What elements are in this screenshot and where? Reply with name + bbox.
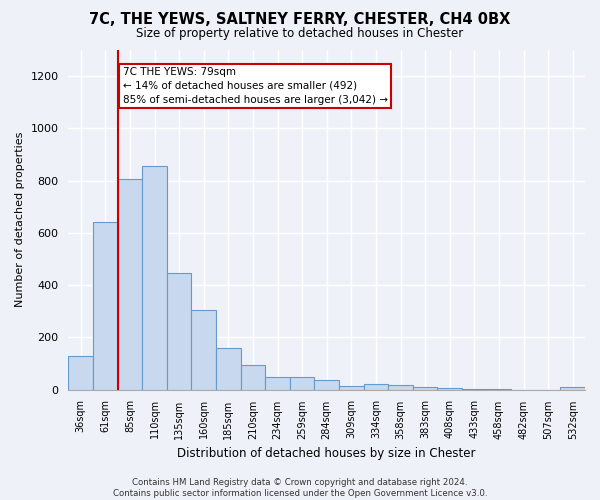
Bar xyxy=(142,166,167,390)
Bar xyxy=(413,387,437,390)
Bar xyxy=(241,365,265,390)
Text: 7C THE YEWS: 79sqm
← 14% of detached houses are smaller (492)
85% of semi-detach: 7C THE YEWS: 79sqm ← 14% of detached hou… xyxy=(122,67,388,105)
Bar xyxy=(388,385,413,390)
Bar xyxy=(68,356,93,390)
Bar xyxy=(265,376,290,390)
Text: Contains HM Land Registry data © Crown copyright and database right 2024.
Contai: Contains HM Land Registry data © Crown c… xyxy=(113,478,487,498)
Bar xyxy=(487,389,511,390)
Bar xyxy=(167,274,191,390)
Bar xyxy=(93,222,118,390)
Bar xyxy=(314,380,339,390)
Bar xyxy=(364,384,388,390)
Bar xyxy=(339,386,364,390)
Bar xyxy=(462,389,487,390)
Bar xyxy=(118,180,142,390)
Text: 7C, THE YEWS, SALTNEY FERRY, CHESTER, CH4 0BX: 7C, THE YEWS, SALTNEY FERRY, CHESTER, CH… xyxy=(89,12,511,28)
Bar xyxy=(560,387,585,390)
Bar xyxy=(191,310,216,390)
Bar xyxy=(437,388,462,390)
Bar xyxy=(290,377,314,390)
X-axis label: Distribution of detached houses by size in Chester: Distribution of detached houses by size … xyxy=(178,447,476,460)
Y-axis label: Number of detached properties: Number of detached properties xyxy=(15,132,25,308)
Bar xyxy=(216,348,241,390)
Text: Size of property relative to detached houses in Chester: Size of property relative to detached ho… xyxy=(136,28,464,40)
